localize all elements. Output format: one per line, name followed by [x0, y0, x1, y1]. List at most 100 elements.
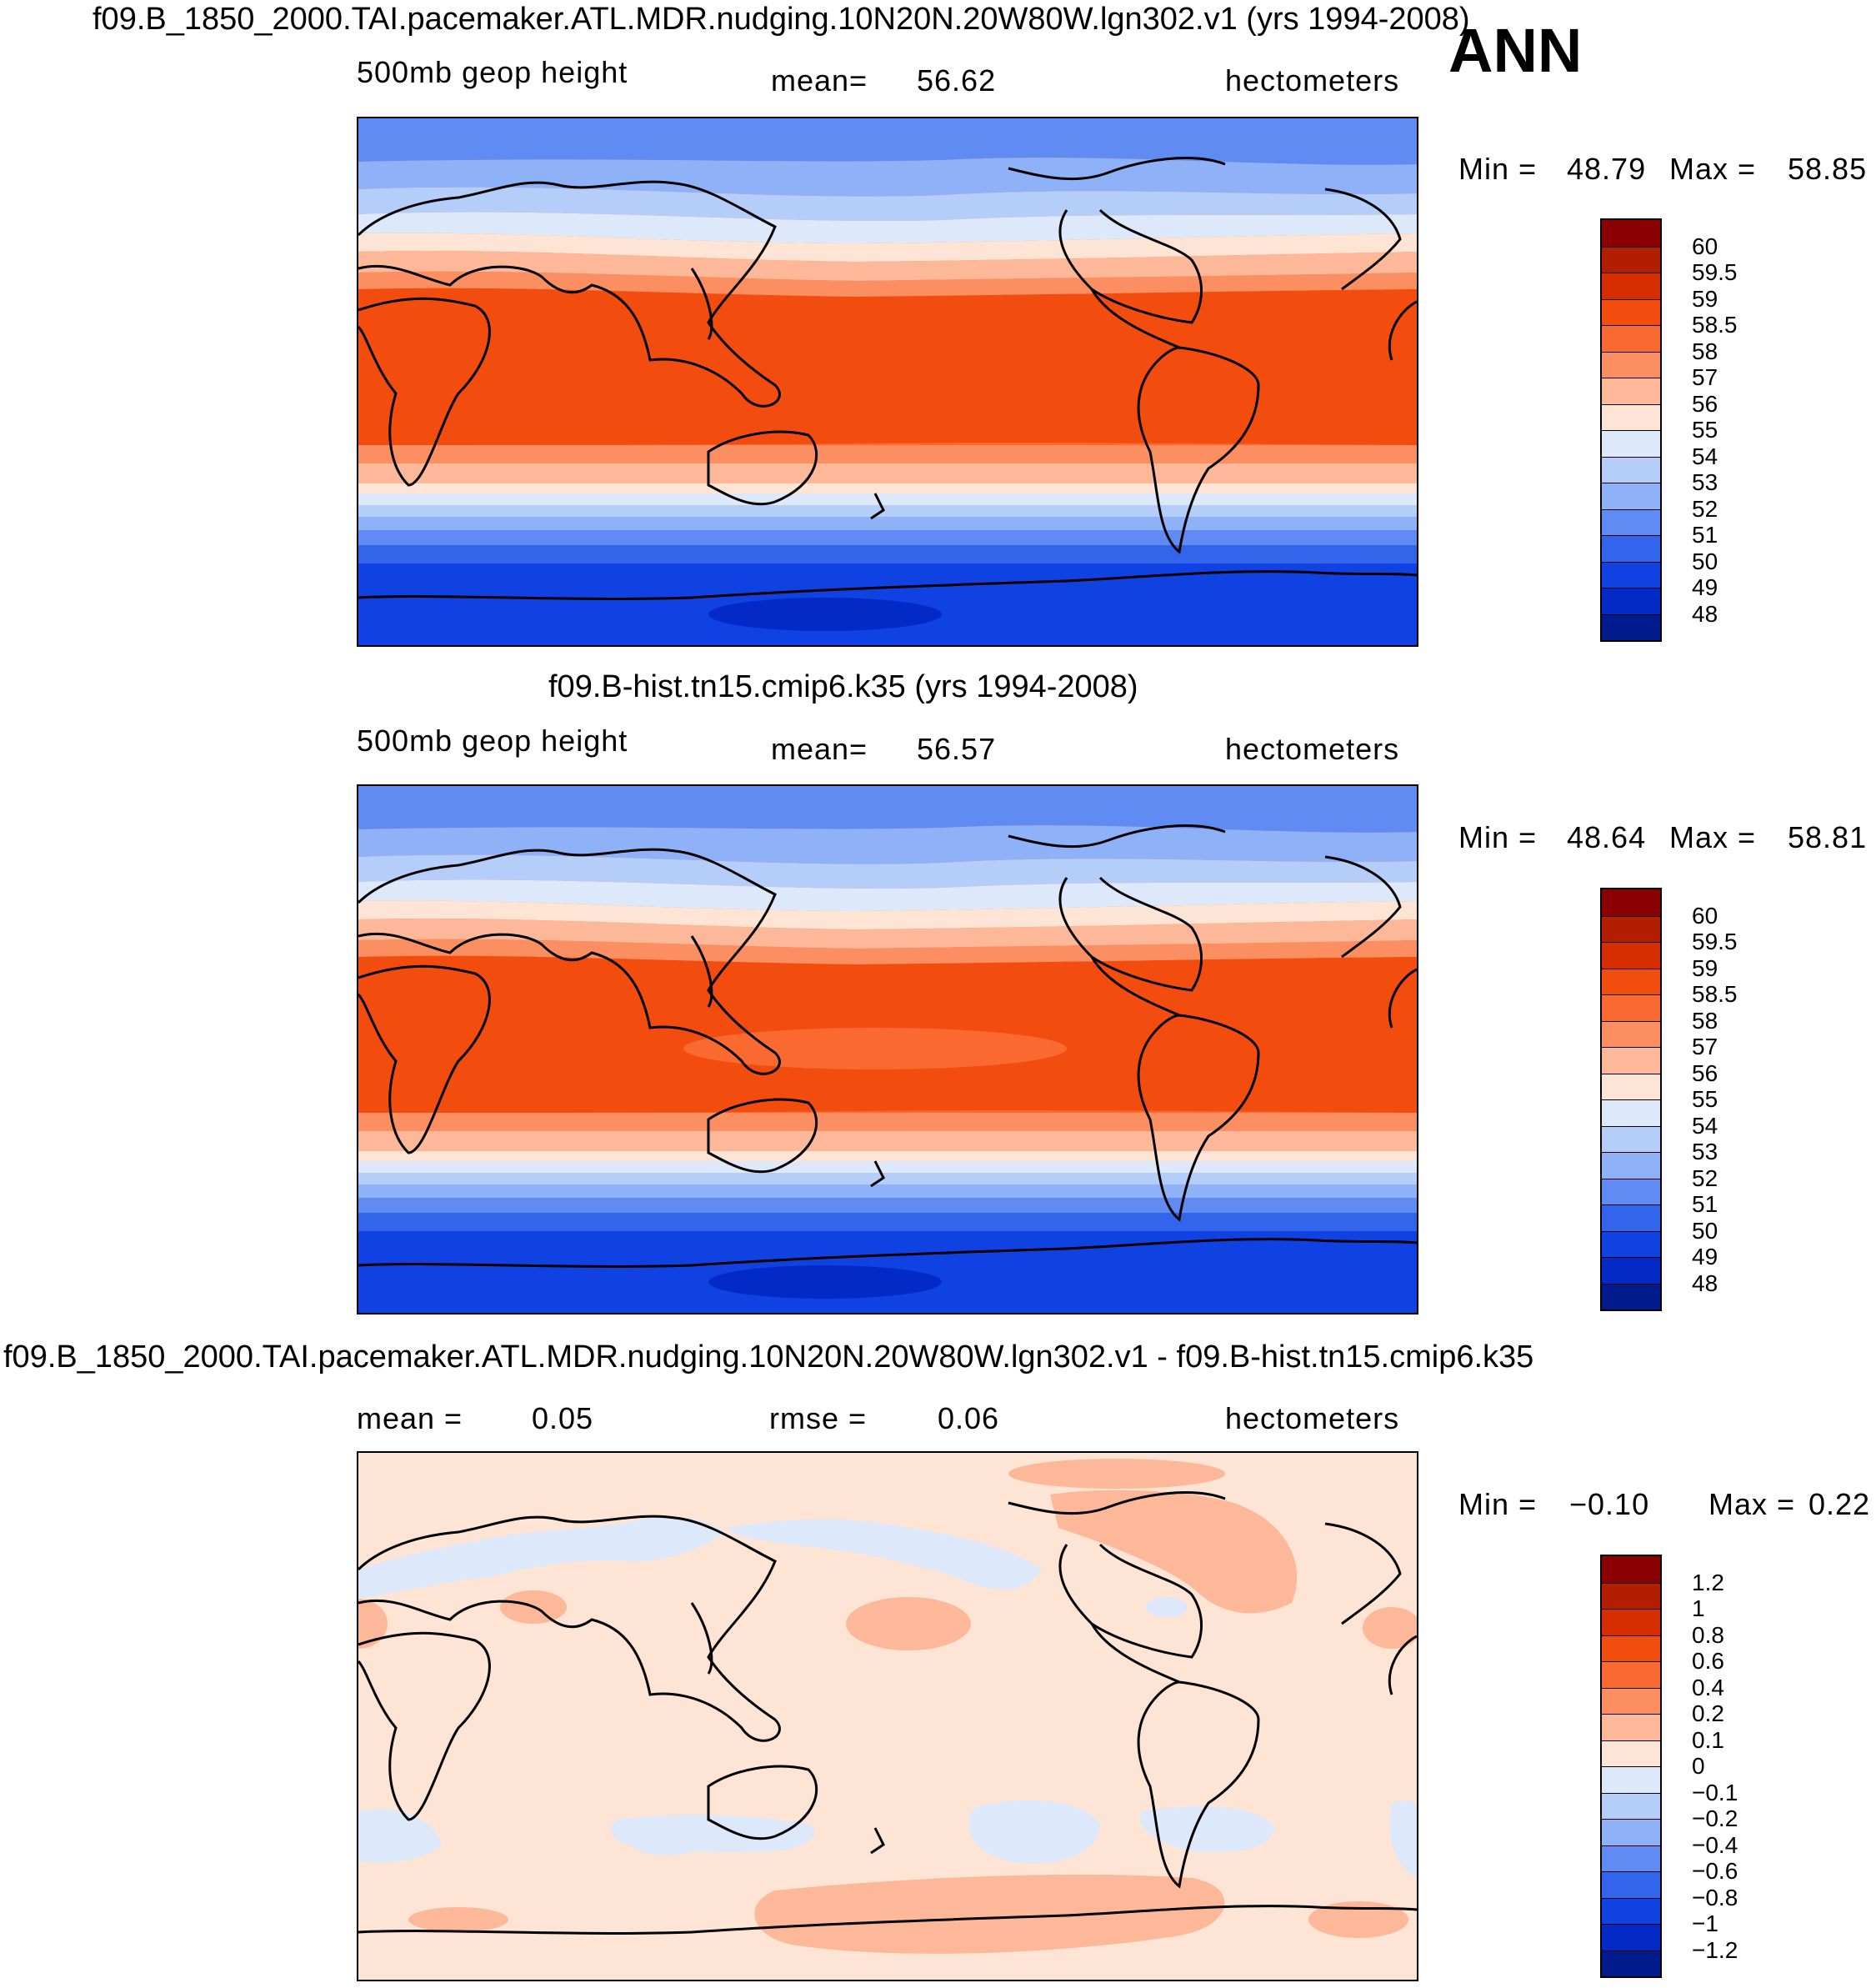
colorbar-swatch — [1602, 1924, 1660, 1950]
colorbar-swatch — [1602, 1819, 1660, 1845]
colorbar-label: 59 — [1692, 954, 1718, 981]
colorbar-label: 53 — [1692, 1139, 1718, 1164]
panel3-units: hectometers — [1225, 1401, 1400, 1435]
colorbar-label: 48 — [1692, 1269, 1718, 1296]
colorbar-label: 56 — [1692, 1059, 1718, 1086]
panel2-units: hectometers — [1225, 732, 1400, 766]
panel1-colorbar — [1600, 218, 1662, 642]
colorbar-swatch — [1602, 1099, 1660, 1126]
panel2-max-label: Max = — [1669, 820, 1757, 854]
season-label: ANN — [1448, 16, 1583, 85]
colorbar-label: 53 — [1692, 469, 1718, 495]
colorbar-swatch — [1602, 1230, 1660, 1257]
colorbar-label: 0.8 — [1692, 1621, 1724, 1648]
panel1-max-value: 58.85 — [1788, 152, 1868, 186]
panel3-colorbar — [1600, 1555, 1662, 1978]
colorbar-swatch — [1602, 1047, 1660, 1074]
colorbar-swatch — [1602, 508, 1660, 535]
colorbar-swatch — [1602, 889, 1660, 916]
panel2-min-label: Min = — [1458, 820, 1538, 854]
colorbar-label: 52 — [1692, 495, 1718, 522]
colorbar-swatch — [1602, 1125, 1660, 1152]
colorbar-swatch — [1602, 1073, 1660, 1099]
colorbar-label: −0.2 — [1692, 1805, 1738, 1831]
colorbar-swatch — [1602, 1766, 1660, 1793]
colorbar-label: 59.5 — [1692, 929, 1738, 954]
colorbar-label: 57 — [1692, 1034, 1718, 1059]
panel3-rmse-label: rmse = — [769, 1401, 868, 1435]
panel1-mean-label: mean= — [771, 63, 868, 98]
colorbar-label: 59.5 — [1692, 259, 1738, 285]
main-title: f09.B_1850_2000.TAI.pacemaker.ATL.MDR.nu… — [93, 2, 1470, 37]
panel3-rmse-value: 0.06 — [938, 1401, 1000, 1435]
colorbar-swatch — [1602, 430, 1660, 457]
colorbar-swatch — [1602, 483, 1660, 509]
colorbar-label: −1 — [1692, 1910, 1718, 1936]
panel1-units: hectometers — [1225, 63, 1400, 98]
colorbar-label: −0.4 — [1692, 1831, 1738, 1858]
colorbar-swatch — [1602, 561, 1660, 588]
colorbar-label: 58.5 — [1692, 981, 1738, 1007]
colorbar-swatch — [1602, 325, 1660, 352]
panel2-min-value: 48.64 — [1567, 820, 1647, 854]
colorbar-label: 57 — [1692, 364, 1718, 390]
panel1-min-label: Min = — [1458, 152, 1538, 186]
colorbar-swatch — [1602, 613, 1660, 640]
colorbar-label: 48 — [1692, 600, 1718, 627]
colorbar-label: −0.1 — [1692, 1779, 1738, 1805]
colorbar-label: 1.2 — [1692, 1569, 1724, 1595]
colorbar-swatch — [1602, 1020, 1660, 1047]
colorbar-label: 58 — [1692, 338, 1718, 364]
colorbar-swatch — [1602, 1845, 1660, 1871]
colorbar-label: 0.1 — [1692, 1726, 1724, 1753]
colorbar-swatch — [1602, 915, 1660, 942]
colorbar-swatch — [1602, 1792, 1660, 1819]
panel3-max-label: Max = — [1708, 1487, 1796, 1521]
panel3-mean-label: mean = — [357, 1401, 463, 1435]
colorbar-label: 49 — [1692, 574, 1718, 600]
colorbar-label: 58 — [1692, 1007, 1718, 1034]
colorbar-swatch — [1602, 1714, 1660, 1740]
panel3-min-value: −0.10 — [1569, 1487, 1650, 1521]
colorbar-swatch — [1602, 1950, 1660, 1976]
panel2-variable: 500mb geop height — [357, 724, 628, 758]
colorbar-swatch — [1602, 1257, 1660, 1284]
colorbar-label: 56 — [1692, 390, 1718, 417]
colorbar-label: 54 — [1692, 1112, 1718, 1139]
colorbar-swatch — [1602, 220, 1660, 247]
colorbar-label: 0 — [1692, 1753, 1705, 1779]
colorbar-label: −0.6 — [1692, 1858, 1738, 1884]
colorbar-swatch — [1602, 1687, 1660, 1714]
colorbar-swatch — [1602, 403, 1660, 430]
colorbar-swatch — [1602, 968, 1660, 994]
panel2-title: f09.B-hist.tn15.cmip6.k35 (yrs 1994-2008… — [548, 669, 1138, 704]
panel3-min-label: Min = — [1458, 1487, 1538, 1521]
colorbar-swatch — [1602, 298, 1660, 325]
colorbar-label: 51 — [1692, 522, 1718, 548]
colorbar-swatch — [1602, 588, 1660, 614]
colorbar-label: 58.5 — [1692, 312, 1738, 338]
panel1-variable: 500mb geop height — [357, 55, 628, 89]
colorbar-swatch — [1602, 1283, 1660, 1309]
colorbar-swatch — [1602, 351, 1660, 378]
panel1-min-value: 48.79 — [1567, 152, 1647, 186]
panel2-mean-value: 56.57 — [917, 732, 997, 766]
panel2-mean-label: mean= — [771, 732, 868, 766]
colorbar-label: 60 — [1692, 233, 1718, 259]
colorbar-swatch — [1602, 456, 1660, 483]
colorbar-label: −1.2 — [1692, 1936, 1738, 1963]
colorbar-label: 0.4 — [1692, 1674, 1724, 1700]
panel3-max-value: 0.22 — [1808, 1487, 1871, 1521]
colorbar-swatch — [1602, 535, 1660, 562]
colorbar-label: 55 — [1692, 417, 1718, 443]
panel1-map — [357, 117, 1418, 647]
colorbar-swatch — [1602, 1582, 1660, 1609]
colorbar-swatch — [1602, 942, 1660, 969]
panel1-max-label: Max = — [1669, 152, 1757, 186]
colorbar-swatch — [1602, 1871, 1660, 1898]
colorbar-label: 49 — [1692, 1244, 1718, 1269]
colorbar-swatch — [1602, 378, 1660, 404]
colorbar-label: 59 — [1692, 285, 1718, 312]
colorbar-label: 50 — [1692, 1217, 1718, 1244]
colorbar-label: 52 — [1692, 1164, 1718, 1191]
